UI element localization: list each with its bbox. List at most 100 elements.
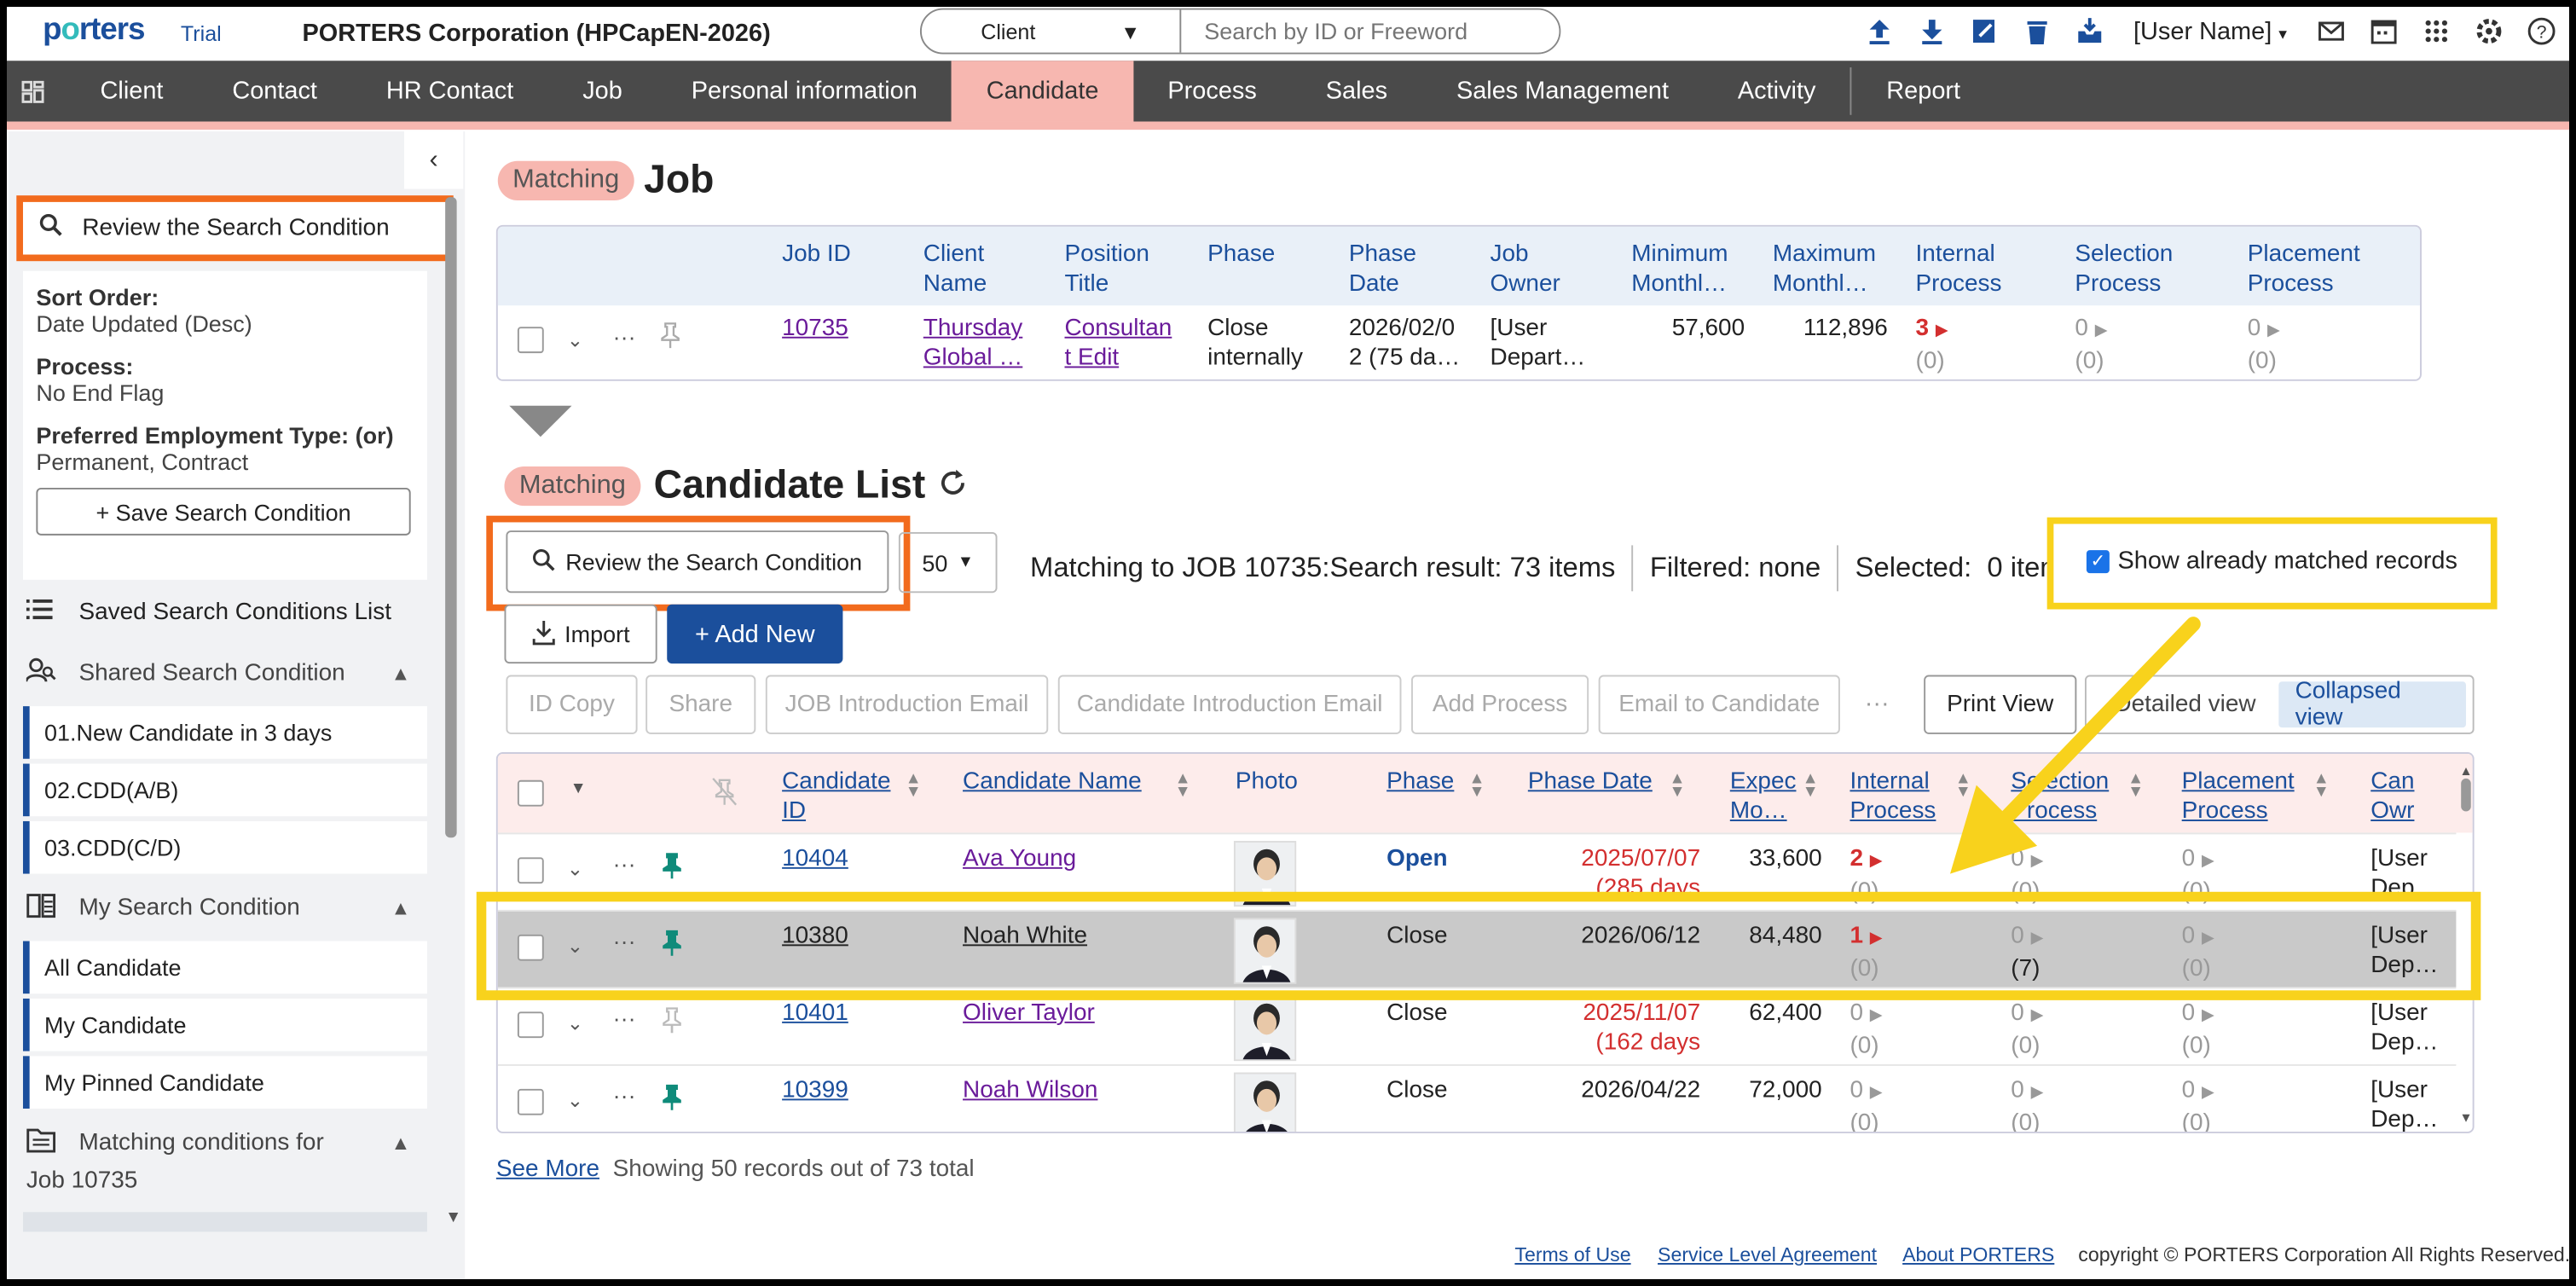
nav-hr-contact[interactable]: HR Contact <box>385 77 514 106</box>
more-options-icon[interactable]: ··· <box>612 850 636 878</box>
row-checkbox[interactable] <box>517 1088 544 1115</box>
table-row[interactable]: ⌄ ··· 10380 Noah White Close 2026/06/12 … <box>497 909 2457 988</box>
checkbox-checked-icon[interactable]: ✓ <box>2086 549 2110 573</box>
candidate-placement-process[interactable]: 0 ▶ (0) <box>2182 1075 2214 1132</box>
pin-off-icon[interactable] <box>711 777 738 811</box>
my-condition-item[interactable]: All Candidate <box>22 941 427 994</box>
pin-icon[interactable] <box>662 1084 681 1115</box>
pin-icon[interactable] <box>662 930 681 961</box>
email-to-candidate-button[interactable]: Email to Candidate <box>1598 675 1840 734</box>
col-header-position-title[interactable]: Position Title <box>1064 241 1149 298</box>
candidate-name-link[interactable]: Noah Wilson <box>963 1077 1098 1104</box>
show-already-matched-toggle[interactable]: ✓ Show already matched records <box>2086 547 2457 575</box>
add-process-button[interactable]: Add Process <box>1411 675 1589 734</box>
about-porters-link[interactable]: About PORTERS <box>1902 1243 2055 1266</box>
candidate-internal-process[interactable]: 0 ▶ (0) <box>1850 1075 1882 1132</box>
sort-icon[interactable]: ▲ ▼ <box>2313 770 2330 802</box>
shared-condition-item[interactable]: 02.CDD(A/B) <box>22 763 427 817</box>
table-row[interactable]: ⌄ ··· 10399 Noah Wilson Close 2026/04/22… <box>497 1063 2457 1132</box>
row-checkbox[interactable] <box>517 857 544 884</box>
nav-activity[interactable]: Activity <box>1737 77 1816 106</box>
pin-icon[interactable] <box>662 1007 681 1039</box>
see-more-link[interactable]: See More <box>495 1156 600 1183</box>
nav-job[interactable]: Job <box>582 77 622 106</box>
more-actions-button[interactable]: ··· <box>1864 689 1890 718</box>
candidate-name-link[interactable]: Ava Young <box>963 845 1077 872</box>
porters-logo[interactable]: porters <box>43 13 145 48</box>
my-condition-item[interactable]: My Pinned Candidate <box>22 1056 427 1109</box>
collapse-triangle-icon[interactable] <box>509 405 572 437</box>
nav-process[interactable]: Process <box>1167 77 1257 106</box>
more-options-icon[interactable]: ··· <box>612 323 636 350</box>
review-search-condition-button[interactable]: Review the Search Condition <box>506 530 889 594</box>
nav-contact[interactable]: Contact <box>232 77 317 106</box>
saved-search-conditions-list[interactable]: Saved Search Conditions List <box>26 598 391 628</box>
candidate-introduction-email-button[interactable]: Candidate Introduction Email <box>1057 675 1402 734</box>
nav-candidate[interactable]: Candidate <box>952 61 1133 122</box>
col-header-minimum[interactable]: Minimum Monthl… <box>1631 241 1728 298</box>
caret-down-icon[interactable]: ▼ <box>570 779 587 798</box>
calendar-icon[interactable] <box>2365 13 2401 49</box>
select-all-checkbox[interactable] <box>517 779 544 807</box>
terms-of-use-link[interactable]: Terms of Use <box>1514 1243 1631 1266</box>
candidate-name-link[interactable]: Oliver Taylor <box>963 999 1095 1027</box>
refresh-icon[interactable] <box>939 468 969 504</box>
job-placement-process[interactable]: 0 ▶ (0) <box>2248 314 2280 376</box>
nav-personal-information[interactable]: Personal information <box>691 77 918 106</box>
candidate-photo[interactable] <box>1233 995 1297 1062</box>
position-title-link[interactable]: Consultan t Edit <box>1065 314 1172 373</box>
matching-conditions-header[interactable]: Matching conditions for Job 10735 ▲ <box>26 1127 410 1194</box>
col-header-placement-process[interactable]: Placement Process <box>2247 241 2360 298</box>
candidate-id-link[interactable]: 10380 <box>782 923 848 950</box>
col-header-internal-process[interactable]: Internal Process <box>1915 241 2002 298</box>
my-search-condition-header[interactable]: My Search Condition ▲ <box>26 892 410 925</box>
sort-icon[interactable]: ▲ ▼ <box>2127 770 2145 802</box>
add-new-button[interactable]: + Add New <box>667 604 843 664</box>
nav-sales[interactable]: Sales <box>1325 77 1388 106</box>
sort-icon[interactable]: ▲ ▼ <box>1669 770 1686 802</box>
chevron-down-icon[interactable]: ⌄ <box>566 934 584 958</box>
candidate-selection-process[interactable]: 0 ▶ (0) <box>2011 999 2043 1061</box>
shared-condition-item[interactable]: 01.New Candidate in 3 days <box>22 706 427 759</box>
col-header-phase-date[interactable]: Phase Date <box>1527 768 1653 796</box>
share-button[interactable]: Share <box>645 675 756 734</box>
candidate-name-link[interactable]: Noah White <box>963 923 1088 950</box>
job-introduction-email-button[interactable]: JOB Introduction Email <box>765 675 1049 734</box>
chevron-down-icon[interactable]: ⌄ <box>566 328 584 352</box>
sort-icon[interactable]: ▲ ▼ <box>1468 770 1485 802</box>
row-checkbox[interactable] <box>517 934 544 961</box>
candidate-internal-process[interactable]: 0 ▶ (0) <box>1850 999 1882 1061</box>
col-header-phase[interactable]: Phase <box>1386 768 1455 796</box>
apps-grid-icon[interactable] <box>2418 13 2454 49</box>
scroll-thumb[interactable] <box>2461 778 2471 812</box>
sort-icon[interactable]: ▲ ▼ <box>1802 770 1819 802</box>
more-options-icon[interactable]: ··· <box>612 1005 636 1032</box>
candidate-placement-process[interactable]: 0 ▶ (0) <box>2182 999 2214 1061</box>
candidate-placement-process[interactable]: 0 ▶ (0) <box>2182 921 2214 983</box>
search-input[interactable] <box>1181 9 1560 53</box>
col-header-internal-process[interactable]: Internal Process <box>1850 768 1936 825</box>
import-button[interactable]: Import <box>504 604 657 664</box>
detailed-view-option[interactable]: Detailed view <box>2114 691 2256 718</box>
download-icon[interactable] <box>1913 13 1949 49</box>
col-header-placement-process[interactable]: Placement Process <box>2181 768 2295 825</box>
row-checkbox[interactable] <box>517 327 544 354</box>
collapsed-view-option[interactable]: Collapsed view <box>2278 678 2466 731</box>
chevron-down-icon[interactable]: ⌄ <box>566 1011 584 1035</box>
col-header-job-id[interactable]: Job ID <box>782 241 851 268</box>
id-copy-button[interactable]: ID Copy <box>506 675 638 734</box>
job-id-link[interactable]: 10735 <box>782 315 848 342</box>
mail-icon[interactable] <box>2313 13 2349 49</box>
candidate-selection-process[interactable]: 0 ▶ (7) <box>2011 921 2043 983</box>
help-icon[interactable]: ? <box>2523 13 2559 49</box>
candidate-id-link[interactable]: 10401 <box>782 999 848 1027</box>
candidate-internal-process[interactable]: 1 ▶ (0) <box>1850 921 1882 983</box>
table-row[interactable]: ⌄ ··· 10401 Oliver Taylor Close 2025/11/… <box>497 987 2457 1064</box>
candidate-photo[interactable] <box>1233 1072 1297 1132</box>
sort-icon[interactable]: ▲ ▼ <box>905 770 922 802</box>
candidate-id-link[interactable]: 10404 <box>782 845 848 872</box>
client-name-link[interactable]: Thursday Global … <box>923 314 1022 373</box>
more-options-icon[interactable]: ··· <box>612 928 636 954</box>
col-header-candidate-id[interactable]: Candidate ID <box>782 768 891 825</box>
nav-client[interactable]: Client <box>100 77 164 106</box>
